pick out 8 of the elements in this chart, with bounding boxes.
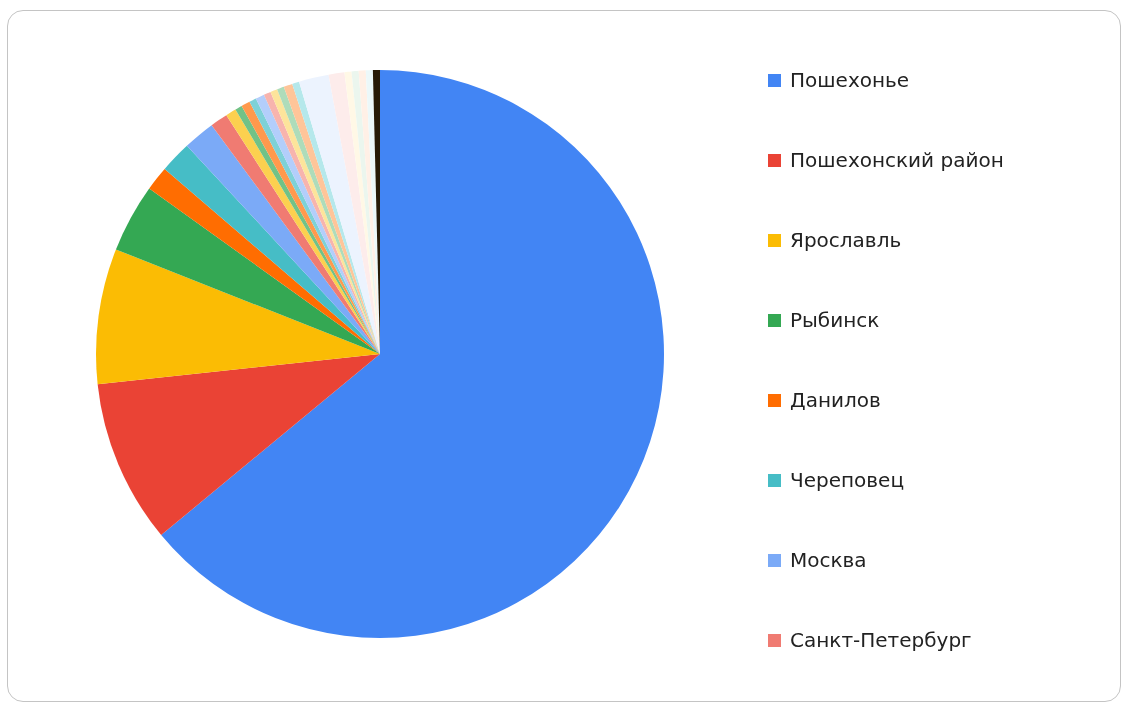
legend-label: Данилов <box>790 388 881 412</box>
legend-label: Пошехонский район <box>790 148 1004 172</box>
legend-label: Пошехонье <box>790 68 910 92</box>
legend-label: Ярославль <box>790 228 902 252</box>
legend-label: Череповец <box>790 468 905 492</box>
legend-label: Санкт-Петербург <box>790 628 972 652</box>
legend-label: Рыбинск <box>790 308 880 332</box>
legend-label: Москва <box>790 548 867 572</box>
